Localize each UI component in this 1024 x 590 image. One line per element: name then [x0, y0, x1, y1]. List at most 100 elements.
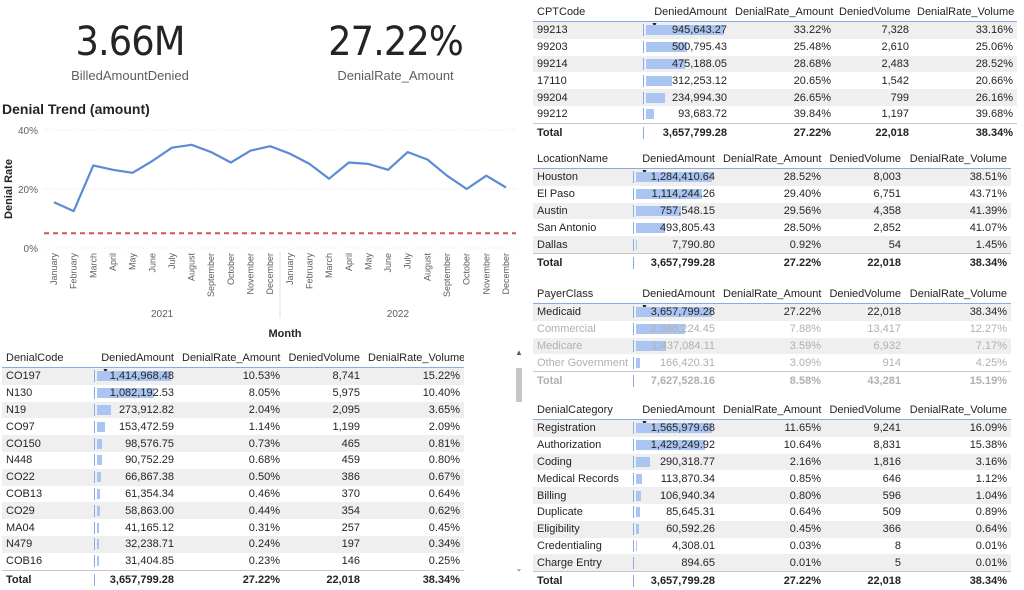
payer-class-table[interactable]: PayerClass DeniedAmount DenialRate_Amount D…: [533, 282, 1011, 390]
column-header-denialcode[interactable]: DenialCode: [6, 352, 64, 364]
column-header-denialrate-amount[interactable]: DenialRate_Amount: [735, 6, 834, 18]
table-row[interactable]: 99214 475,188.05 28.68% 2,483 28.52%: [533, 55, 1017, 73]
chevron-up-icon[interactable]: ▲: [515, 348, 523, 357]
table-row[interactable]: Medical Records 113,870.34 0.85% 646 1.12%: [533, 470, 1011, 487]
denial-trend-chart[interactable]: 0% 20% 40% Denial Rate January February March A…: [0, 118, 525, 343]
location-table[interactable]: LocationName DeniedAmount DenialRate_Amoun…: [533, 147, 1011, 272]
data-bar-cell: 32,238.71: [94, 538, 178, 551]
column-header-denialrate-volume[interactable]: DenialRate_Volume: [368, 352, 464, 364]
chevron-down-icon[interactable]: ⌄: [515, 564, 523, 573]
table-row[interactable]: CO29 58,863.00 0.44% 354 0.62%: [2, 502, 464, 520]
row-label: San Antonio: [537, 221, 597, 234]
column-header-deniedamount[interactable]: DeniedAmount: [101, 352, 174, 364]
cell-value: 0.46%: [248, 487, 280, 500]
table-row[interactable]: N19 273,912.82 2.04% 2,095 3.65%: [2, 401, 464, 419]
cell-value: 0.45%: [789, 523, 821, 536]
column-header-deniedvolume[interactable]: DeniedVolume: [288, 352, 360, 364]
table-row[interactable]: Duplicate 85,645.31 0.64% 509 0.89%: [533, 504, 1011, 521]
column-header-deniedvolume[interactable]: DeniedVolume: [829, 288, 901, 300]
cell-value: 28.68%: [793, 57, 831, 70]
column-header-denialrate-volume[interactable]: DenialRate_Volume: [917, 6, 1015, 18]
column-header-payerclass[interactable]: PayerClass: [537, 288, 594, 300]
x-tick-label-month: April: [108, 253, 118, 271]
table-row[interactable]: N130 1,082,192.53 8.05% 5,975 10.40%: [2, 385, 464, 402]
total-value: 8.58%: [789, 375, 821, 388]
cell-value: 354: [341, 504, 360, 517]
table-row[interactable]: N448 90,752.29 0.68% 459 0.80%: [2, 452, 464, 469]
table-row[interactable]: San Antonio 493,805.43 28.50% 2,852 41.07%: [533, 219, 1011, 236]
table-row[interactable]: Medicaid 3,657,799.28 27.22% 22,018 38.34%: [533, 304, 1011, 321]
cell-value: 386: [341, 471, 360, 484]
table-row[interactable]: COB13 61,354.34 0.46% 370 0.64%: [2, 486, 464, 503]
table-row[interactable]: CO197 1,414,968.48 10.53% 8,741 15.22%: [2, 368, 464, 385]
table-row[interactable]: COB16 31,404.85 0.23% 146 0.25%: [2, 553, 464, 570]
table-row[interactable]: 17110 312,253.12 20.65% 1,542 20.66%: [533, 72, 1017, 89]
table-row[interactable]: Coding 290,318.77 2.16% 1,816 3.16%: [533, 453, 1011, 471]
table-row[interactable]: Medicare 1,437,084.11 3.59% 6,932 7.17%: [533, 337, 1011, 355]
column-header-deniedvolume[interactable]: DeniedVolume: [829, 153, 901, 165]
column-header-denialcategory[interactable]: DenialCategory: [537, 404, 613, 416]
data-bar: [636, 222, 666, 233]
scrollbar-thumb[interactable]: [516, 368, 522, 402]
table-row[interactable]: N479 32,238.71 0.24% 197 0.34%: [2, 535, 464, 553]
x-tick-label-year: 2021: [151, 309, 174, 320]
column-header-deniedamount[interactable]: DeniedAmount: [642, 404, 715, 416]
column-header-deniedvolume[interactable]: DeniedVolume: [839, 6, 911, 18]
total-label: Total: [537, 126, 563, 139]
data-bar-cell: 41,165.12: [94, 521, 178, 534]
series-line-denial-rate: [53, 143, 507, 213]
column-header-denialrate-volume[interactable]: DenialRate_Volume: [909, 404, 1007, 416]
kpi-value: 27.22%: [328, 19, 464, 65]
data-bar: [97, 438, 103, 449]
table-row[interactable]: Authorization 1,429,249.92 10.64% 8,831 15.3…: [533, 437, 1011, 454]
table-row[interactable]: El Paso 1,114,244.26 29.40% 6,751 43.71%: [533, 186, 1011, 203]
column-header-locationname[interactable]: LocationName: [537, 153, 608, 165]
column-header-denialrate-amount[interactable]: DenialRate_Amount: [723, 404, 822, 416]
column-header-denialrate-amount[interactable]: DenialRate_Amount: [723, 153, 822, 165]
table-row[interactable]: Other Government 166,420.31 3.09% 914 4.25%: [533, 354, 1011, 371]
cell-value: 0.73%: [248, 437, 280, 450]
column-header-denialrate-volume[interactable]: DenialRate_Volume: [909, 153, 1007, 165]
table-row[interactable]: CO97 153,472.59 1.14% 1,199 2.09%: [2, 418, 464, 435]
data-bar-cell: 1,414,968.48: [94, 370, 178, 383]
table-row[interactable]: Dallas 7,790.80 0.92% 54 1.45%: [533, 236, 1011, 253]
cell-value: 500,795.43: [671, 41, 727, 54]
table-row[interactable]: Austin 757,548.15 29.56% 4,358 41.39%: [533, 202, 1011, 220]
denial-code-scrollbar[interactable]: ▲ ⌄: [514, 348, 524, 578]
table-row[interactable]: 99203 500,795.43 25.48% 2,610 25.06%: [533, 39, 1017, 56]
table-row[interactable]: Credentialing 4,308.01 0.03% 8 0.01%: [533, 538, 1011, 555]
table-row[interactable]: Registration 1,565,979.68 11.65% 9,241 16.09…: [533, 420, 1011, 437]
table-row[interactable]: Billing 106,940.34 0.80% 596 1.04%: [533, 487, 1011, 504]
cell-value: 6,751: [873, 188, 901, 201]
data-bar-cell: 1,565,979.68: [633, 422, 719, 435]
cpt-code-table[interactable]: CPTCode DeniedAmount DenialRate_Amount Deni…: [533, 0, 1017, 142]
table-row[interactable]: Charge Entry 894.65 0.01% 5 0.01%: [533, 554, 1011, 572]
x-tick-label-month: November: [481, 253, 491, 295]
table-row[interactable]: MA04 41,165.12 0.31% 257 0.45%: [2, 519, 464, 536]
row-label: Other Government: [537, 356, 629, 369]
column-header-deniedamount[interactable]: DeniedAmount: [654, 6, 727, 18]
table-row[interactable]: Eligibility 60,592.26 0.45% 366 0.64%: [533, 520, 1011, 538]
column-header-deniedamount[interactable]: DeniedAmount: [642, 288, 715, 300]
column-header-denialrate-amount[interactable]: DenialRate_Amount: [182, 352, 281, 364]
column-header-deniedvolume[interactable]: DeniedVolume: [829, 404, 901, 416]
cell-value: 9,241: [873, 422, 901, 435]
data-bar: [636, 473, 642, 484]
column-header-cptcode[interactable]: CPTCode: [537, 6, 586, 18]
table-row[interactable]: CO150 98,576.75 0.73% 465 0.81%: [2, 435, 464, 452]
cell-value: 1,284,410.64: [650, 171, 715, 184]
cell-value: 54: [888, 238, 901, 251]
cell-value: 646: [882, 472, 901, 485]
table-row[interactable]: 99213 945,643.27 33.22% 7,328 33.16%: [533, 22, 1017, 39]
column-header-denialrate-volume[interactable]: DenialRate_Volume: [909, 288, 1007, 300]
table-row[interactable]: 99212 93,683.72 39.84% 1,197 39.68%: [533, 106, 1017, 123]
table-row[interactable]: Commercial 2,366,224.45 7.88% 13,417 12.27%: [533, 321, 1011, 338]
column-header-denialrate-amount[interactable]: DenialRate_Amount: [723, 288, 822, 300]
table-row[interactable]: CO22 66,867.38 0.50% 386 0.67%: [2, 468, 464, 486]
column-header-deniedamount[interactable]: DeniedAmount: [642, 153, 715, 165]
denial-category-table[interactable]: DenialCategory DeniedAmount DenialRate_Amo…: [533, 398, 1011, 590]
table-row[interactable]: Houston 1,284,410.64 28.52% 8,003 38.51%: [533, 169, 1011, 186]
data-bar: [646, 25, 724, 36]
denial-code-table[interactable]: DenialCode DeniedAmount DenialRate_Amount D…: [2, 346, 464, 589]
table-row[interactable]: 99204 234,994.30 26.65% 799 26.16%: [533, 89, 1017, 106]
